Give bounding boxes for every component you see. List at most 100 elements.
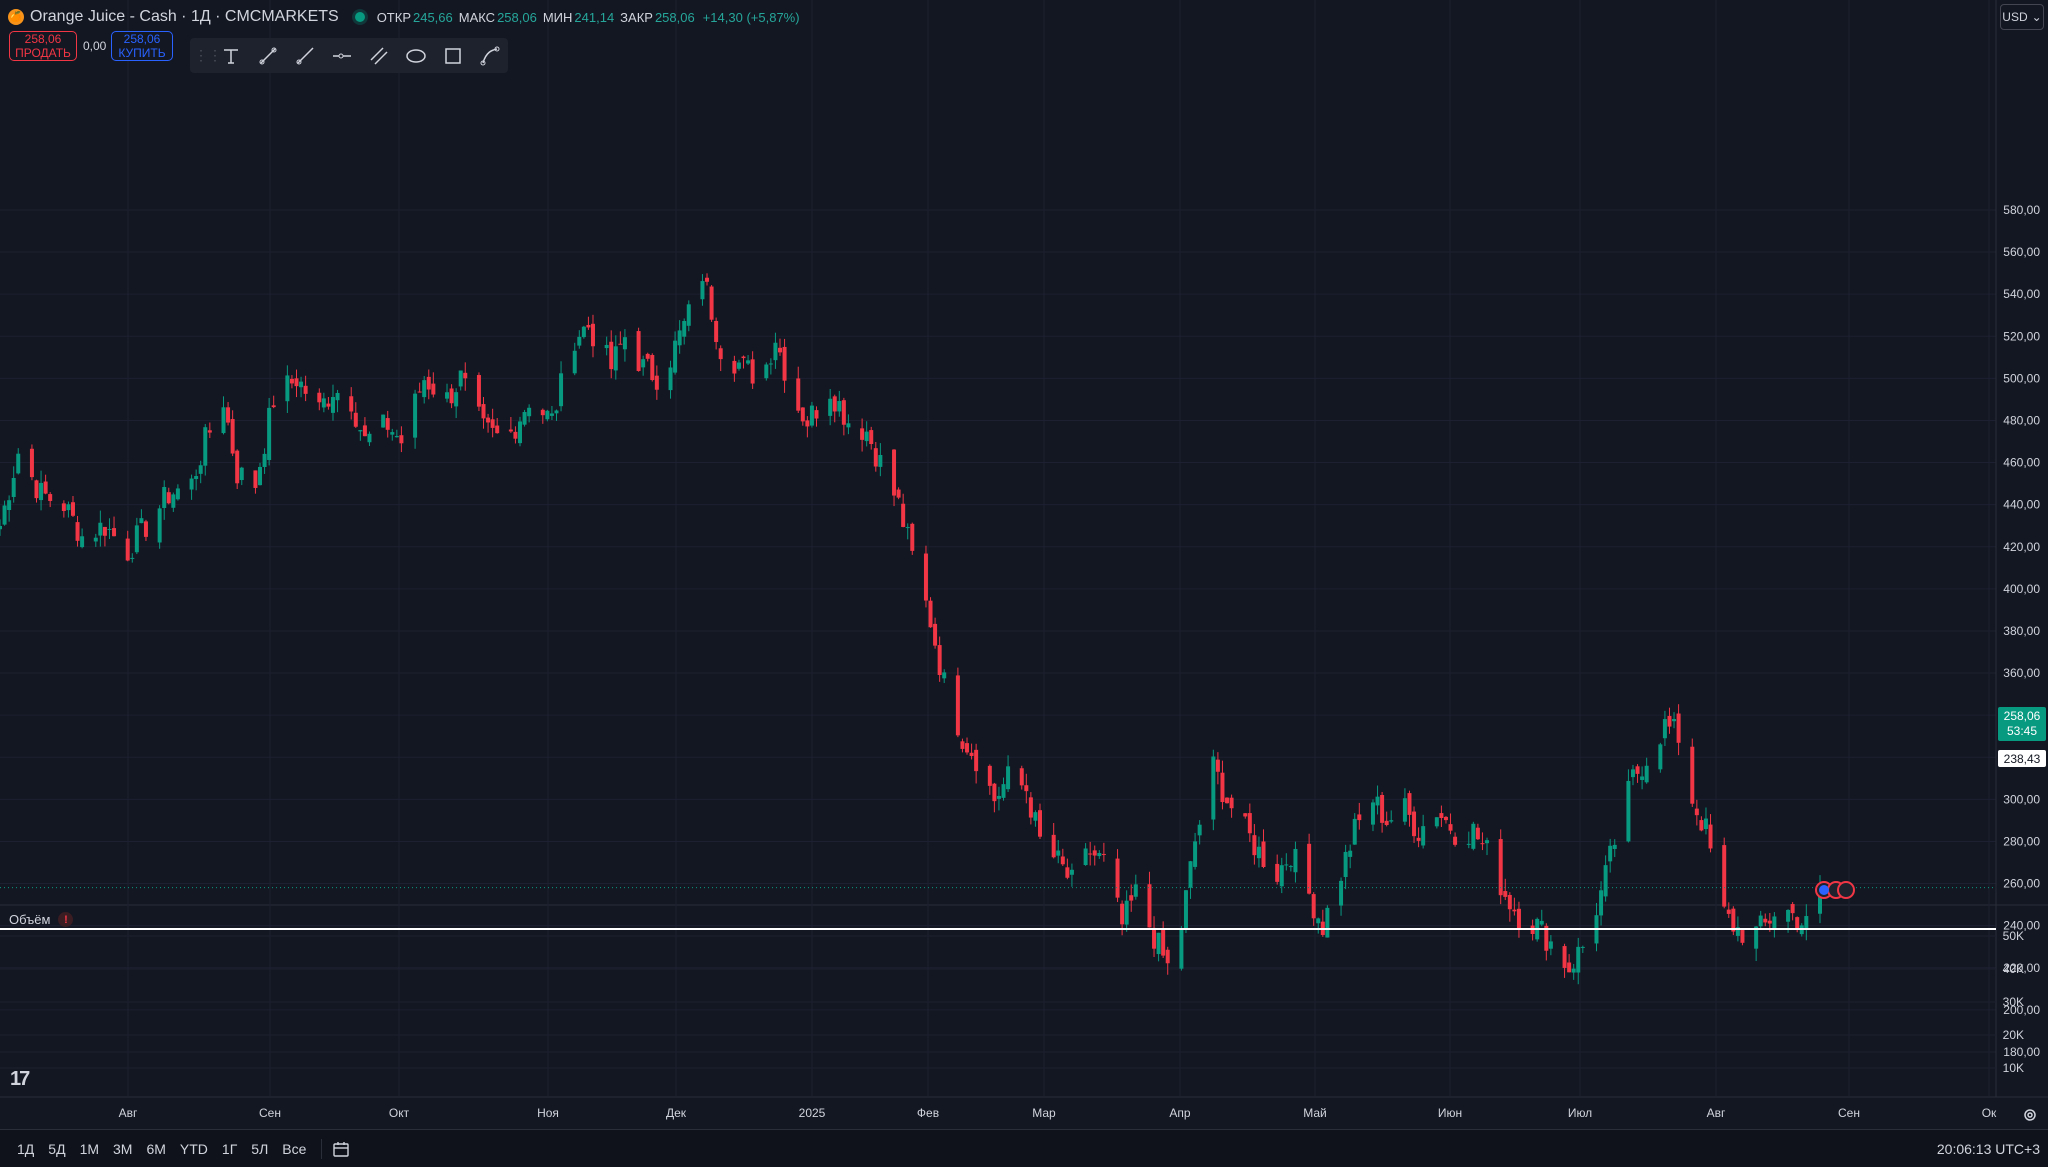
volume-pane-legend[interactable]: Объём ! [9,912,74,927]
candle-body [1567,962,1572,973]
curve-icon[interactable] [471,40,508,72]
parallel-channel-icon[interactable] [360,40,397,72]
range-1y[interactable]: 1Г [221,1140,238,1157]
time-tick-label: Сен [1838,1106,1860,1120]
drag-handle-icon[interactable]: ⋮⋮ [194,47,222,63]
text-tool-icon[interactable] [212,40,249,72]
candle-body [422,380,427,398]
candle-body [194,476,199,480]
candle-body [1220,772,1225,803]
candle-body [1726,909,1731,914]
price-change: +14,30 (+5,87%) [702,9,800,25]
rectangle-icon[interactable] [434,40,471,72]
candle-body [221,407,226,434]
candle-body [381,414,386,428]
time-tick-label: 2025 [799,1106,826,1120]
range-all[interactable]: Все [282,1140,307,1157]
range-1d[interactable]: 1Д [17,1140,35,1157]
price-chart[interactable]: 580,00 560,00 540,00 520,00 500,00 480,00 460,… [0,0,2048,1129]
tradingview-logo-icon[interactable]: 17 [10,1068,30,1090]
trend-line-icon[interactable] [249,40,286,72]
sell-button[interactable]: 258,06 ПРОДАТЬ [9,31,77,61]
range-6m[interactable]: 6М [146,1140,166,1157]
buy-button[interactable]: 258,06 КУПИТЬ [111,31,173,61]
calendar-goto-icon[interactable] [330,1139,352,1159]
price-tick-label: 280,00 [2003,834,2040,848]
symbol-title[interactable]: Orange Juice - Cash · 1Д · CMCMARKETS [30,8,339,25]
candle-body [736,362,741,369]
currency-selector[interactable]: USD ⌄ [2000,4,2044,30]
candle-body [974,749,979,772]
market-status-icon[interactable] [354,12,365,22]
ohlc-high: МАКС 258,06 [458,9,537,25]
utc-clock[interactable]: 20:06:13 UTC+3 [1936,1140,2040,1157]
ohlc-close: ЗАКР 258,06 [620,9,695,25]
candle-body [1466,843,1471,845]
ray-icon[interactable] [286,40,323,72]
ellipse-icon[interactable] [397,40,434,72]
candle-body [1608,845,1613,862]
candle-body [1580,946,1585,948]
candle-body [508,429,513,432]
time-axis[interactable]: Авг Сен Окт Ноя Дек 2025 Фев Мар Апр Май Июн Июл Авг… [119,1106,1997,1120]
candle-body [1539,920,1544,925]
candle-body [682,321,687,337]
candle-body [677,330,682,346]
candle-body [1740,928,1745,943]
price-tick-label: 420,00 [2003,540,2040,554]
range-3m[interactable]: 3М [113,1140,133,1157]
candle-body [518,421,522,444]
candle-body [417,391,422,393]
candle-body [1453,836,1458,845]
range-ytd[interactable]: YTD [179,1140,208,1157]
time-tick-label: Июл [1568,1106,1592,1120]
candle-body [673,340,678,373]
price-tick-label: 400,00 [2003,582,2040,596]
candle-body [75,522,80,541]
candle-body [1357,814,1362,821]
candle-body [1644,765,1649,783]
warning-icon[interactable]: ! [58,912,74,927]
candle-body [1690,746,1695,804]
candle-body [1699,820,1704,831]
candle-body [686,304,691,326]
candle-body [554,410,559,414]
range-1m[interactable]: 1М [79,1140,100,1157]
candle-body [1060,856,1065,865]
chevron-down-icon: ⌄ [2031,10,2042,24]
candle-body [1562,946,1567,968]
candle-body [267,407,272,460]
candle-body [1348,850,1353,857]
candle-body [1421,826,1426,846]
candle-body [321,398,326,408]
candle-body [7,500,12,511]
candle-body [846,423,851,428]
price-tick-label: 520,00 [2003,329,2040,343]
candle-body [1658,744,1663,770]
candle-body [299,381,304,388]
price-tick-label: 360,00 [2003,666,2040,680]
candle-body [1772,916,1777,929]
range-5y[interactable]: 5Л [251,1140,269,1157]
candle-body [604,344,609,349]
candle-body [1576,946,1581,973]
horizontal-ray-icon[interactable] [323,40,360,72]
candle-body [650,354,655,381]
economic-events-flags[interactable] [1815,881,1855,899]
candle-body [413,393,418,438]
candle-body [1635,766,1640,774]
svg-text:258,06: 258,06 [2004,709,2041,723]
candle-body [800,407,805,422]
candle-body [773,342,778,361]
gear-icon[interactable] [2022,1107,2038,1123]
candle-body [892,449,897,496]
candle-body [1211,756,1216,820]
candle-body [390,432,395,435]
candle-body [540,409,545,416]
candle-body [955,675,960,736]
candle-body [1288,866,1293,868]
candle-body [1147,884,1152,928]
candle-body [1790,904,1795,914]
candle-body [358,430,363,432]
range-5d[interactable]: 5Д [48,1140,66,1157]
